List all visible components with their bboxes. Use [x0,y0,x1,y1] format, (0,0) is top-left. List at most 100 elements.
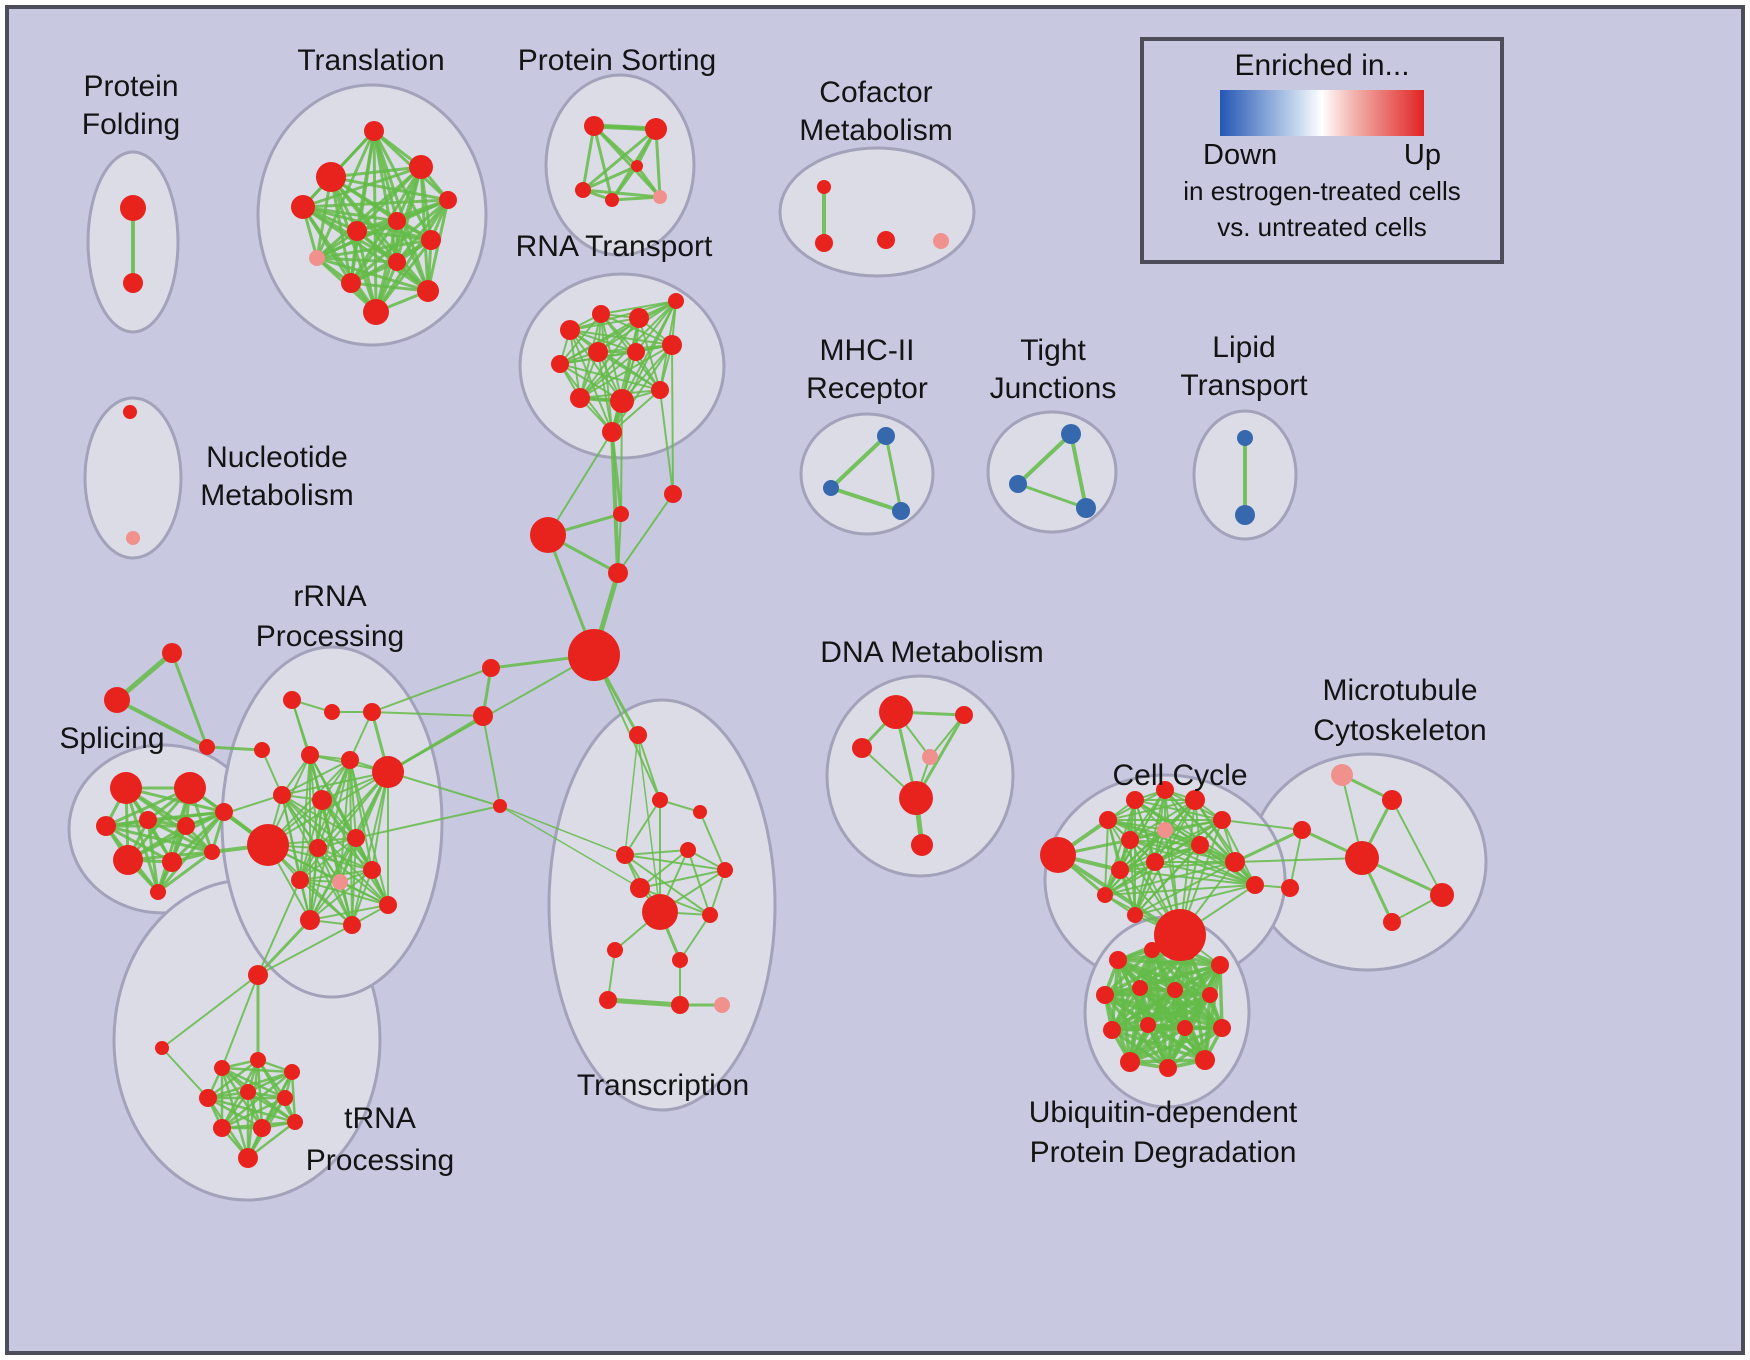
edge-rt1-rt3 [569,317,640,331]
gene-set-node-cc15 [1154,909,1206,961]
edge-tc1-tc2 [637,734,661,801]
gene-set-node-sp2 [174,772,206,804]
edge-tj2-tj3 [1016,482,1088,510]
gene-set-node-mt6 [1383,913,1401,931]
gene-set-node-tc3 [693,805,707,819]
edge-rt12-hub4 [610,430,620,575]
cluster-label-protein-folding: Protein [83,70,178,103]
cluster-label-nucleotide-metabolism: Nucleotide [206,441,348,474]
gene-set-node-t5 [439,191,457,209]
edge-rt11-hub3 [659,389,674,495]
edge-rt12-hub1 [547,431,613,536]
edge-rt6-rt11 [597,351,661,391]
cluster-label-ubiquitin-dependent-protein-degradation: Protein Degradation [1030,1136,1297,1169]
gene-set-node-ps1 [584,116,604,136]
cluster-label-mhc-ii-receptor: Receptor [806,372,928,405]
edge-rr6-rr18 [349,759,389,906]
gene-set-node-sp5 [177,817,195,835]
gene-set-node-t1 [316,162,346,192]
edge-tc7-tc9 [639,887,711,916]
gene-set-node-dm2 [955,706,973,724]
cluster-label-tight-junctions: Junctions [990,372,1117,405]
edge-cc4-cc9 [1164,789,1201,846]
gene-set-node-mh1 [877,427,895,445]
edge-t1-t4 [329,165,423,179]
gene-set-node-dm5 [899,781,933,815]
gene-set-node-ub4 [1211,956,1229,974]
edge-rt4-rt5 [559,300,677,365]
gene-set-node-tc6 [717,862,733,878]
gene-set-node-cm2 [815,234,833,252]
cluster-label-lipid-transport: Lipid [1212,331,1275,364]
edge-tr4-tr12 [246,1058,260,1160]
gene-set-node-cc5 [1185,790,1205,810]
edge-ps1-ps3 [581,124,596,192]
gene-set-node-ub7 [1167,982,1183,998]
edge-rr7-rr17 [351,771,389,926]
edge-cc13-cc14 [1104,884,1256,896]
gene-set-node-nm2 [126,531,140,545]
gene-set-node-rt4 [668,293,684,309]
gene-set-node-t6 [347,221,367,241]
gene-set-node-cm1 [817,180,831,194]
edge-tc2-tc4 [624,799,661,856]
gene-set-node-tc13 [671,996,689,1014]
gene-set-node-tc12 [599,991,617,1009]
edge-cc12-cc16 [1134,861,1236,916]
gene-set-node-cc10 [1111,861,1129,879]
gene-set-node-t12 [363,299,389,325]
gene-set-node-x3 [199,739,215,755]
gene-set-node-tr5 [284,1064,300,1080]
edge-rt7-rt9 [579,351,637,399]
edge-mh1-mh2 [829,434,888,490]
cluster-label-transcription: Transcription [577,1069,749,1102]
cluster-ellipse-protein-sorting [544,73,696,257]
gene-set-node-pf2 [123,273,143,293]
edge-hub6-rr3 [371,667,492,713]
edge-t1-t12 [329,175,378,314]
cluster-label-translation: Translation [297,44,444,77]
legend-title: Enriched in... [1234,49,1410,82]
legend-subtitle-line2: vs. untreated cells [1217,211,1427,242]
gene-set-node-ub13 [1120,1052,1140,1072]
edge-tc1-tc8 [637,734,661,913]
gene-set-node-tr3 [214,1060,230,1076]
legend-up-label: Up [1403,139,1441,171]
gene-set-node-t8 [309,250,325,266]
edge-cc8-cc14 [1164,829,1256,886]
gene-set-node-rr15 [363,861,381,879]
gene-set-node-hub4 [608,563,628,583]
gene-set-node-cc6 [1213,811,1231,829]
gene-set-node-tc8 [642,894,678,930]
cluster-label-dna-metabolism: DNA Metabolism [820,636,1043,669]
gene-set-node-ps5 [653,190,667,204]
gene-set-node-t3 [364,121,384,141]
cluster-label-microtubule-cytoskeleton: Microtubule [1322,674,1477,707]
gene-set-node-mh3 [892,502,910,520]
edge-tr5-tr7 [246,1070,294,1094]
gene-set-node-rr13 [291,871,309,889]
edge-sp5-rr8 [185,794,283,827]
edge-sp4-sp9 [146,818,214,854]
edge-tc5-tc9 [687,849,711,916]
edge-tr4-tr11 [256,1058,297,1124]
gene-set-node-tj3 [1076,498,1096,518]
cluster-label-rrna-processing: Processing [256,620,404,653]
edge-mid1-rr12 [355,805,501,839]
edge-tr6-tr11 [206,1096,297,1124]
edge-ub10-ub15 [1146,1023,1207,1062]
gene-set-node-rr6 [341,751,359,769]
gene-set-node-t10 [388,253,406,271]
gene-set-node-t13 [417,280,439,302]
cluster-label-nucleotide-metabolism: Metabolism [200,479,353,512]
gene-set-node-rt10 [610,389,634,413]
cluster-label-trna-processing: tRNA [344,1102,416,1135]
edge-t11-t12 [374,238,433,314]
edge-t7-t9 [349,219,399,285]
gene-set-node-tc10 [607,942,623,958]
cluster-label-tight-junctions: Tight [1020,334,1086,367]
edge-sp2-sp10 [156,786,192,894]
gene-set-node-dm1 [879,695,913,729]
edge-cc10-cc12 [1119,861,1236,871]
gene-set-node-dm6 [911,834,933,856]
